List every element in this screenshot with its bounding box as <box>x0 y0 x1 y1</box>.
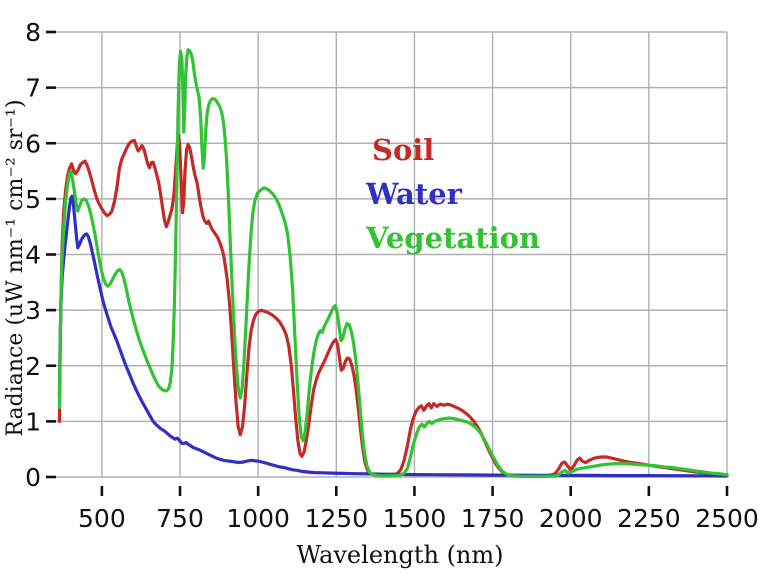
x-tick-label: 750 <box>156 504 204 533</box>
y-tick-label: 0 <box>25 463 41 492</box>
x-tick-label: 500 <box>78 504 126 533</box>
y-tick-label: 1 <box>25 407 41 436</box>
x-axis-label: Wavelength (nm) <box>296 541 504 569</box>
y-tick-label: 8 <box>25 18 41 47</box>
y-tick-label: 6 <box>25 129 41 158</box>
x-tick-label: 1250 <box>304 504 368 533</box>
y-tick-label: 7 <box>25 74 41 103</box>
y-tick-label: 4 <box>25 241 41 270</box>
legend-label-water: Water <box>366 177 462 211</box>
legend-label-vegetation: Vegetation <box>366 221 541 255</box>
y-tick-label: 3 <box>25 296 41 325</box>
y-tick-label: 5 <box>25 185 41 214</box>
y-axis-label: Radiance (uW nm⁻¹ cm⁻² sr⁻¹) <box>3 99 28 437</box>
x-tick-label: 1000 <box>226 504 290 533</box>
x-tick-label: 2250 <box>617 504 681 533</box>
x-tick-label: 2500 <box>695 504 759 533</box>
series-line-water <box>57 194 729 478</box>
x-tick-label: 2000 <box>539 504 603 533</box>
legend-item-vegetation: Vegetation <box>366 216 540 260</box>
legend-item-soil: Soil <box>366 128 540 172</box>
x-tick-label: 1500 <box>383 504 447 533</box>
x-tick-label: 1750 <box>461 504 525 533</box>
y-tick-label: 2 <box>25 352 41 381</box>
legend: Soil Water Vegetation <box>366 128 540 260</box>
legend-item-water: Water <box>366 172 540 216</box>
legend-label-soil: Soil <box>372 133 435 167</box>
series-line-vegetation <box>57 48 729 478</box>
